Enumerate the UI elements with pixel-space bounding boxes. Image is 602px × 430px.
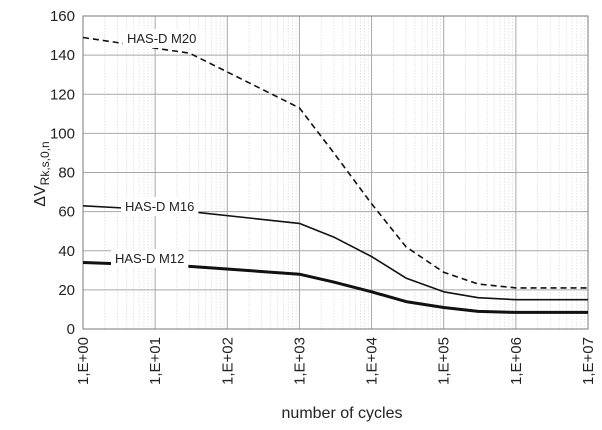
plot-frame [82,15,589,330]
y-tick-label: 40 [58,243,75,260]
y-tick-label: 120 [50,86,75,103]
series-line-has-d-m12 [82,261,588,314]
x-tick-label: 1,E+07 [580,337,597,385]
x-tick-label: 1,E+06 [508,337,525,385]
x-tick-label: 1,E+02 [219,337,236,385]
y-tick-label: 0 [67,321,75,338]
series-label-background [111,249,189,268]
x-axis-title: number of cycles [282,405,403,422]
x-tick-label: 1,E+05 [436,337,453,385]
x-tick-label: 1,E+01 [147,337,164,385]
series-layer [82,36,588,314]
x-tick-label: 1,E+03 [291,337,308,385]
series-line-has-d-m16 [82,205,588,301]
y-axis-title: ΔVRk,s,0,n [32,141,52,206]
series-label-background [121,197,199,216]
y-axis-title-subscript: Rk,s,0,n [38,141,52,185]
y-tick-label: 60 [58,204,75,221]
series-label: HAS-D M16 [125,199,194,214]
series-label-background [123,29,201,48]
y-axis-title-main: ΔV [32,185,49,207]
series-label: HAS-D M12 [115,251,184,266]
y-tick-label: 80 [58,165,75,182]
y-tick-label: 100 [50,125,75,142]
x-tick-label: 1,E+04 [364,337,381,385]
x-tick-label: 1,E+00 [75,337,92,385]
series-label: HAS-D M20 [127,31,196,46]
y-tick-label: 160 [50,8,75,25]
series-labels: HAS-D M20 HAS-D M16 HAS-D M12 [111,29,201,268]
y-tick-label: 140 [50,47,75,64]
x-axis-tick-labels: 1,E+00 1,E+01 1,E+02 1,E+03 1,E+04 1,E+05 1,E+… [75,337,597,385]
y-tick-label: 20 [58,282,75,299]
y-axis-tick-labels: 0 20 40 60 80 100 120 140 160 [50,8,75,338]
